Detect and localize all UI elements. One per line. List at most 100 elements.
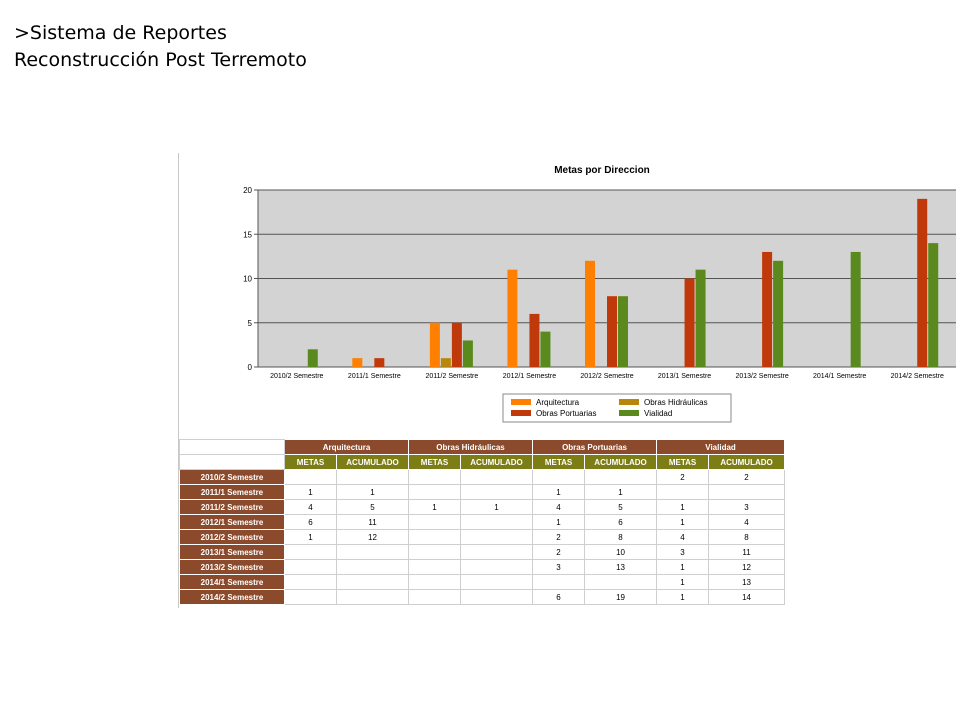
table-cell [336, 544, 409, 560]
table-corner [179, 454, 285, 470]
title-line-2: Reconstrucción Post Terremoto [14, 49, 307, 71]
legend-box [502, 393, 732, 423]
table-row-label: 2013/2 Semestre [179, 559, 285, 575]
bar [429, 322, 440, 367]
page-title: >Sistema de Reportes Reconstrucción Post… [14, 20, 307, 74]
x-tick-label: 2014/1 Semestre [813, 373, 866, 380]
table-cell: 2 [656, 469, 710, 485]
bar [773, 260, 784, 367]
table-cell: 2 [708, 469, 786, 485]
table-cell [408, 574, 461, 590]
table-cell [459, 589, 534, 605]
table-cell [459, 484, 534, 500]
table-cell: 3 [532, 559, 586, 575]
table-cell: 10 [584, 544, 658, 560]
table-row: 2010/2 Semestre 2 2 [179, 469, 786, 485]
bar [684, 278, 695, 367]
table-row: 2011/2 Semestre 4 5 1 1 4 5 1 3 [179, 499, 786, 515]
x-tick-label: 2012/1 Semestre [503, 373, 556, 380]
table-cell: 1 [656, 589, 710, 605]
table-cell [459, 574, 534, 590]
table-cell [284, 574, 337, 590]
legend-label: Arquitectura [536, 398, 580, 407]
table-group-header-row: Arquitectura Obras Hidráulicas Obras Portu… [179, 439, 786, 455]
table-cell: 13 [708, 574, 786, 590]
table-cell [408, 529, 461, 545]
table-cell [532, 574, 586, 590]
table-row-label: 2011/2 Semestre [179, 499, 285, 515]
panel-divider [178, 153, 179, 608]
table-cell: 1 [656, 559, 710, 575]
table-cell: 12 [708, 559, 786, 575]
table-subheader: METAS [656, 454, 710, 470]
bar [451, 322, 462, 367]
table-cell: 1 [336, 484, 409, 500]
x-tick-label: 2012/2 Semestre [580, 373, 633, 380]
bar [618, 296, 628, 367]
bar [928, 243, 939, 367]
title-line-1: >Sistema de Reportes [14, 22, 227, 44]
y-tick-label: 0 [248, 363, 253, 372]
table-cell: 4 [532, 499, 586, 515]
table-subheader: METAS [408, 454, 461, 470]
y-tick-label: 5 [248, 319, 253, 328]
table-row: 2011/1 Semestre 1 1 1 1 [179, 484, 786, 500]
table-row: 2012/2 Semestre 1 12 2 8 4 8 [179, 529, 786, 545]
table-cell [336, 589, 409, 605]
bar [462, 340, 473, 367]
x-tick-label: 2014/2 Semestre [891, 373, 944, 380]
table-cell: 3 [708, 499, 786, 515]
table-row: 2013/1 Semestre 2 10 3 11 [179, 544, 786, 560]
chart-title: Metas por Direccion [554, 165, 650, 176]
legend-swatch [511, 410, 531, 416]
table-group-header: Obras Hidráulicas [407, 439, 534, 455]
table-subheader: ACUMULADO [708, 454, 786, 470]
bar [374, 358, 385, 367]
table-row: 2013/2 Semestre 3 13 1 12 [179, 559, 786, 575]
table-cell [408, 559, 461, 575]
table-cell: 2 [532, 544, 586, 560]
table-cell: 12 [336, 529, 409, 545]
table-corner [179, 439, 285, 455]
x-tick-label: 2013/2 Semestre [735, 373, 788, 380]
x-tick-label: 2010/2 Semestre [270, 373, 323, 380]
table-row-label: 2010/2 Semestre [179, 469, 285, 485]
table-cell: 1 [459, 499, 534, 515]
table-cell [284, 559, 337, 575]
table-cell [336, 574, 409, 590]
table-cell [459, 529, 534, 545]
table-cell: 8 [584, 529, 658, 545]
bar [440, 358, 451, 367]
table-row-label: 2013/1 Semestre [179, 544, 285, 560]
table-subheader: METAS [284, 454, 337, 470]
table-group-header: Vialidad [656, 439, 786, 455]
legend-swatch [619, 410, 639, 416]
table-cell [408, 514, 461, 530]
bar [585, 260, 595, 367]
table-cell [584, 469, 658, 485]
table-cell: 1 [532, 514, 586, 530]
table-cell [408, 484, 461, 500]
table-subheader: METAS [532, 454, 586, 470]
table-cell: 1 [656, 499, 710, 515]
table-cell: 4 [284, 499, 337, 515]
table-cell [284, 544, 337, 560]
bar [917, 198, 928, 367]
bar [850, 251, 861, 367]
legend-label: Obras Portuarias [536, 409, 596, 418]
table-cell [656, 484, 710, 500]
bar [352, 358, 363, 367]
table-row-label: 2014/2 Semestre [179, 589, 285, 605]
y-tick-label: 20 [243, 186, 252, 195]
bar [540, 331, 551, 367]
table-cell [459, 559, 534, 575]
legend-swatch [511, 399, 531, 405]
table-row: 2014/2 Semestre 6 19 1 14 [179, 589, 786, 605]
table-cell [284, 469, 337, 485]
table-cell: 2 [532, 529, 586, 545]
table-cell: 1 [284, 484, 337, 500]
table-cell: 1 [656, 514, 710, 530]
table-cell: 19 [584, 589, 658, 605]
table-group-header: Obras Portuarias [532, 439, 658, 455]
table-subheader: ACUMULADO [336, 454, 409, 470]
